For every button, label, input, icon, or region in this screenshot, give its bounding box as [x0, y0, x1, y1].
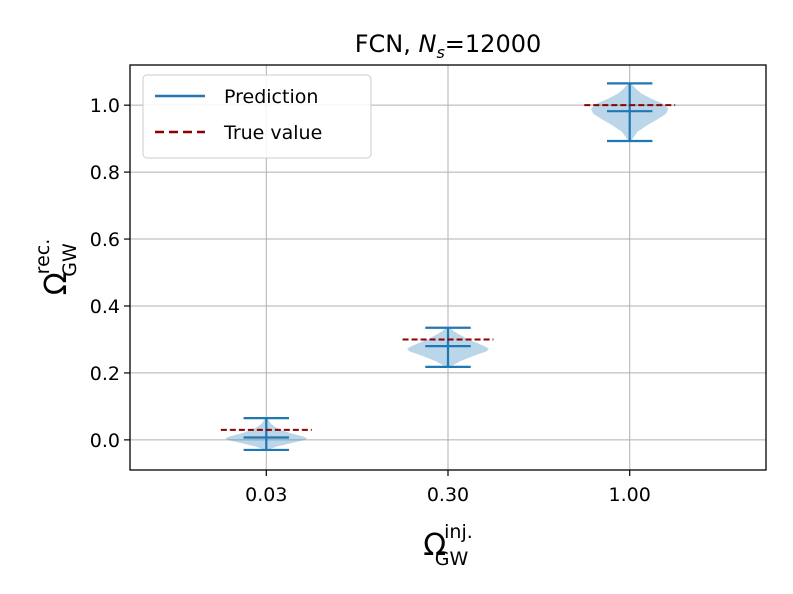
y-tick-label: 0.2: [90, 363, 120, 385]
legend: Prediction True value: [142, 74, 372, 159]
y-tick-label: 0.8: [90, 162, 120, 184]
legend-true-value-label: True value: [223, 122, 322, 144]
violins: [225, 82, 669, 452]
x-axis-label: Ωinj. GW: [423, 521, 473, 570]
legend-prediction-label: Prediction: [224, 86, 318, 108]
y-axis-label: Ωrec. GW: [32, 239, 81, 296]
y-tick-label: 0.4: [90, 296, 120, 318]
x-tick-label: 1.00: [609, 484, 651, 506]
ticks: 0.0 0.2 0.4 0.6 0.8 1.0 0.03 0.30 1.00: [90, 95, 651, 506]
chart-title: FCN, Ns=12000: [355, 30, 542, 62]
x-tick-label: 0.03: [245, 484, 287, 506]
x-tick-label: 0.30: [427, 484, 469, 506]
true-value-lines: [220, 104, 676, 431]
y-tick-label: 1.0: [90, 95, 120, 117]
y-tick-label: 0.6: [90, 229, 120, 251]
y-tick-label: 0.0: [90, 430, 120, 452]
